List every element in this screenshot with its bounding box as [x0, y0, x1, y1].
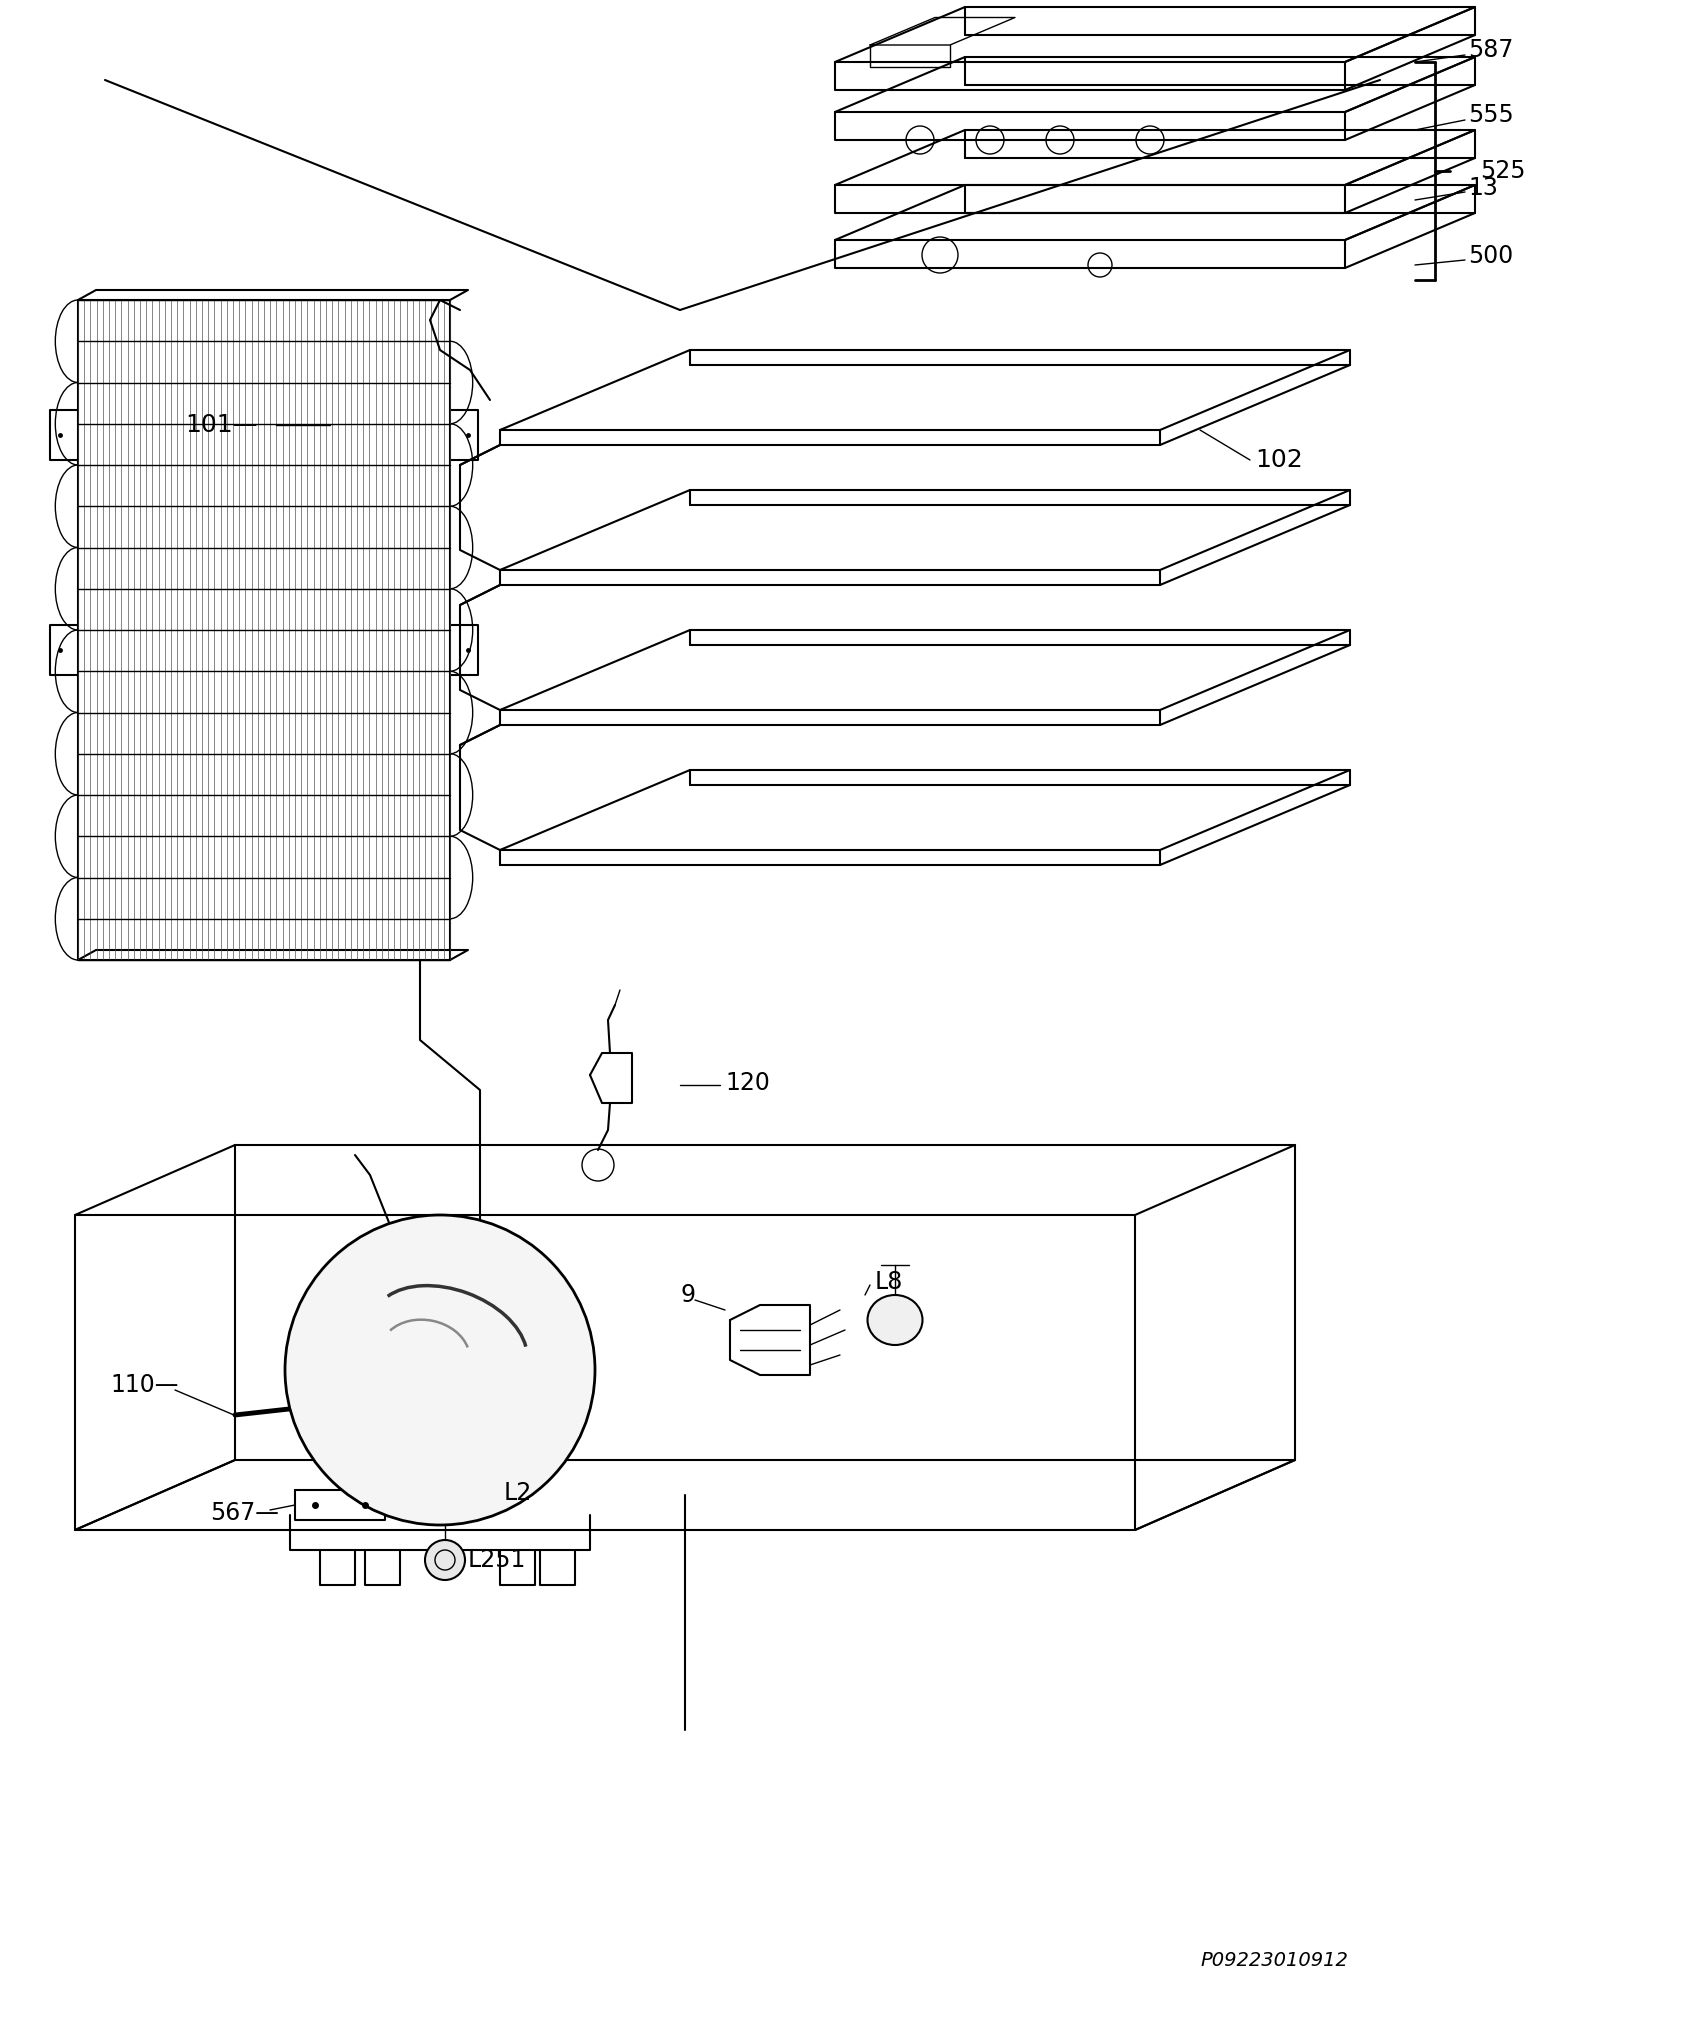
Text: 9: 9 — [679, 1283, 694, 1308]
Text: P09223010912: P09223010912 — [1200, 1950, 1348, 1970]
Ellipse shape — [285, 1215, 594, 1526]
Text: 101—: 101— — [185, 412, 258, 437]
Text: 102: 102 — [1255, 449, 1302, 473]
Text: 13: 13 — [1469, 176, 1498, 200]
Text: 587: 587 — [1469, 38, 1513, 63]
Text: 555: 555 — [1469, 103, 1513, 127]
Text: 110—: 110— — [110, 1372, 178, 1397]
Text: L2: L2 — [504, 1481, 531, 1506]
Text: 500: 500 — [1469, 245, 1513, 269]
Text: 525: 525 — [1481, 160, 1525, 184]
Circle shape — [424, 1540, 465, 1580]
Circle shape — [462, 1233, 498, 1267]
Text: 120: 120 — [725, 1071, 769, 1095]
Ellipse shape — [868, 1295, 922, 1346]
Text: 567—: 567— — [211, 1502, 278, 1526]
Text: L8: L8 — [874, 1269, 903, 1293]
Text: L251: L251 — [469, 1548, 526, 1572]
